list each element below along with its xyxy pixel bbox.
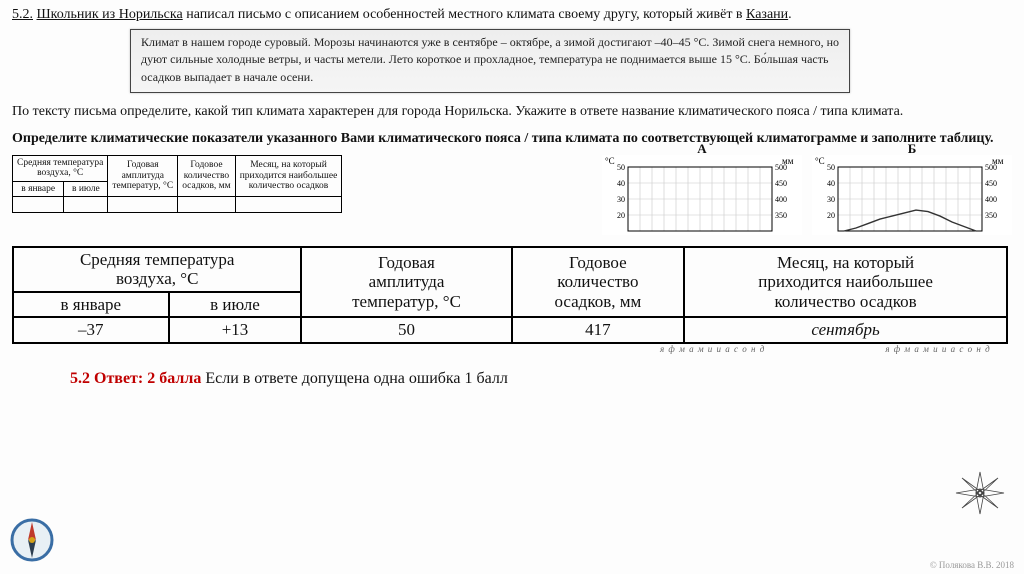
bt-v5: сентябрь bbox=[684, 317, 1007, 343]
svg-text:20: 20 bbox=[827, 211, 835, 220]
svg-text:500: 500 bbox=[985, 163, 997, 172]
answer-prefix: 5.2 Ответ: 2 балла bbox=[70, 370, 201, 387]
bt-h1: Средняя температуравоздуха, °С bbox=[13, 247, 301, 292]
bt-h3: в июле bbox=[169, 292, 302, 318]
bt-h5: Годовоеколичествоосадков, мм bbox=[512, 247, 685, 318]
chart-svg-B: °Смм50403020500450400350 bbox=[812, 155, 1012, 235]
svg-text:400: 400 bbox=[775, 195, 787, 204]
bt-h4: Годоваяамплитудатемператур, °С bbox=[301, 247, 511, 318]
svg-text:450: 450 bbox=[775, 179, 787, 188]
intro-text-1: Школьник из Норильска написал письмо с о… bbox=[37, 7, 792, 22]
svg-text:30: 30 bbox=[617, 195, 625, 204]
svg-text:50: 50 bbox=[617, 163, 625, 172]
svg-text:400: 400 bbox=[985, 195, 997, 204]
task-intro: 5.2. Школьник из Норильска написал письм… bbox=[0, 0, 1024, 27]
svg-text:°С: °С bbox=[605, 156, 615, 166]
st-blank bbox=[13, 197, 64, 212]
letter-text: Климат в нашем городе суровый. Морозы на… bbox=[141, 35, 839, 84]
st-h2: в январе bbox=[13, 181, 64, 196]
chart-label-A: А bbox=[602, 141, 802, 157]
bt-v3: 50 bbox=[301, 317, 511, 343]
svg-text:20: 20 bbox=[617, 211, 625, 220]
climatogram-area: А °Смм50403020500450400350 Б °Смм5040302… bbox=[602, 155, 1012, 240]
answer-table: Средняя температуравоздуха, °С Годоваяам… bbox=[12, 246, 1008, 344]
svg-text:50: 50 bbox=[827, 163, 835, 172]
bt-v2: +13 bbox=[169, 317, 302, 343]
chart-label-B: Б bbox=[812, 141, 1012, 157]
small-blank-table: Средняя температуравоздуха, °С Годоваяам… bbox=[12, 155, 342, 213]
tables-and-charts-row: Средняя температуравоздуха, °С Годоваяам… bbox=[0, 153, 1024, 240]
st-h3: в июле bbox=[64, 181, 108, 196]
svg-text:500: 500 bbox=[775, 163, 787, 172]
answer-rest: Если в ответе допущена одна ошибка 1 бал… bbox=[201, 370, 508, 387]
svg-text:350: 350 bbox=[985, 211, 997, 220]
compass-rose-icon bbox=[950, 468, 1010, 518]
copyright-text: © Полякова В.В. 2018 bbox=[930, 560, 1014, 570]
answer-line: 5.2 Ответ: 2 балла Если в ответе допущен… bbox=[0, 354, 1024, 394]
chart-svg-A: °Смм50403020500450400350 bbox=[602, 155, 802, 235]
letter-box: Климат в нашем городе суровый. Морозы на… bbox=[130, 29, 850, 93]
question-1a: По тексту письма определите, какой тип к… bbox=[0, 99, 1024, 126]
svg-text:40: 40 bbox=[617, 179, 625, 188]
chart-A: А °Смм50403020500450400350 bbox=[602, 155, 802, 240]
compass-icon bbox=[8, 516, 56, 564]
svg-text:450: 450 bbox=[985, 179, 997, 188]
bt-v4: 417 bbox=[512, 317, 685, 343]
svg-text:°С: °С bbox=[815, 156, 825, 166]
st-h4: Годоваяамплитудатемператур, °С bbox=[108, 155, 178, 196]
months-axis-note: я ф м а м и и а с о н д я ф м а м и и а … bbox=[0, 344, 1024, 354]
svg-text:30: 30 bbox=[827, 195, 835, 204]
svg-text:40: 40 bbox=[827, 179, 835, 188]
bt-h2: в январе bbox=[13, 292, 169, 318]
st-h1: Средняя температуравоздуха, °С bbox=[13, 155, 108, 181]
bt-v1: –37 bbox=[13, 317, 169, 343]
task-number: 5.2. bbox=[12, 7, 33, 22]
bt-h6: Месяц, на которыйприходится наибольшееко… bbox=[684, 247, 1007, 318]
st-h6: Месяц, на которыйприходится наибольшееко… bbox=[235, 155, 342, 196]
svg-text:350: 350 bbox=[775, 211, 787, 220]
chart-B: Б °Смм50403020500450400350 bbox=[812, 155, 1012, 240]
st-h5: Годовоеколичествоосадков, мм bbox=[178, 155, 236, 196]
